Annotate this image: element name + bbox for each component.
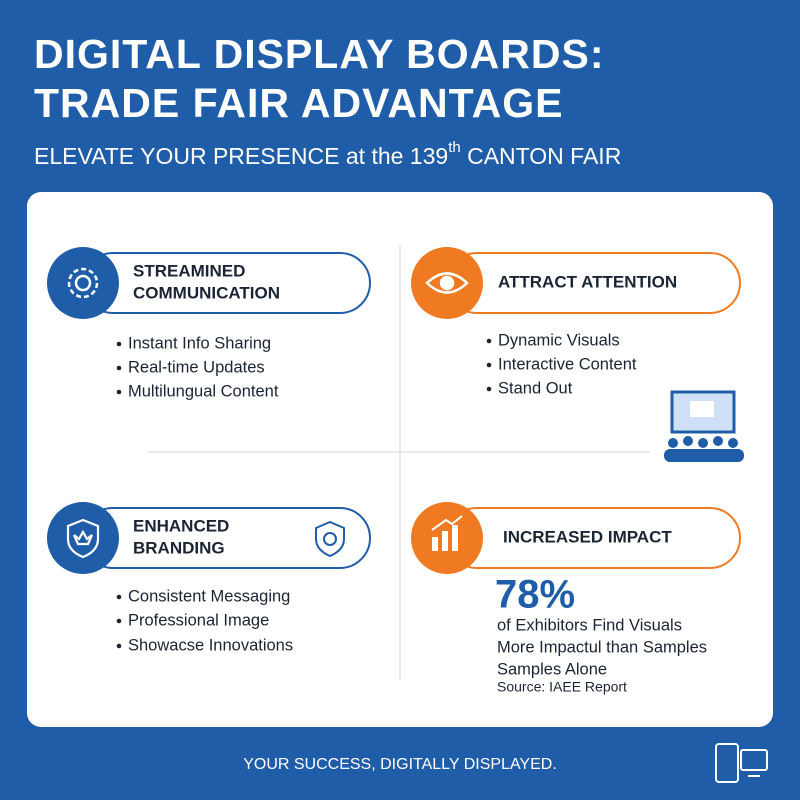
bullet: Real-time Updates: [128, 358, 265, 376]
stat-text: of Exhibitors Find Visuals: [497, 616, 682, 634]
audience-icon: [664, 390, 744, 462]
stat-text: More Impactul than Samples: [497, 638, 707, 656]
section-title: BRANDING: [133, 538, 225, 557]
subtitle: ELEVATE YOUR PRESENCE at the 139th CANTO…: [34, 139, 621, 169]
bullet: Professional Image: [128, 611, 269, 629]
growth-icon: [431, 515, 463, 551]
subtitle-text: ELEVATE YOUR PRESENCE at the 139: [34, 143, 448, 169]
subtitle-sup: th: [448, 139, 461, 156]
stat-text: Samples Alone: [497, 660, 607, 678]
bullet-dots: [116, 338, 492, 649]
bullet: Consistent Messaging: [128, 587, 290, 605]
shield-icon: [66, 518, 100, 559]
section-title: STREAMINED: [133, 261, 245, 280]
section-title: INCREASED IMPACT: [503, 527, 672, 546]
bullet: Interactive Content: [498, 355, 637, 373]
shield-badge: [315, 520, 345, 558]
title-line: DIGITAL DISPLAY BOARDS:: [34, 31, 605, 77]
bullet: Instant Info Sharing: [128, 334, 271, 352]
bullet: Showacse Innovations: [128, 636, 293, 654]
section-title: ENHANCED: [133, 516, 229, 535]
device-icon: [715, 743, 768, 783]
subtitle-text: CANTON FAIR: [461, 143, 622, 169]
bullet: Dynamic Visuals: [498, 331, 620, 349]
bullet: Multilungual Content: [128, 382, 279, 400]
section-title: COMMUNICATION: [133, 283, 280, 302]
source: Source: IAEE Report: [497, 679, 627, 695]
title-line: TRADE FAIR ADVANTAGE: [34, 80, 563, 126]
eye-icon: [425, 272, 469, 294]
shield-badge: [323, 532, 337, 546]
section-title: ATTRACT ATTENTION: [498, 272, 677, 291]
icon-circle: [47, 502, 119, 574]
gear-icon: [67, 267, 99, 299]
stat: 78%: [495, 573, 575, 617]
bullet: Stand Out: [498, 379, 573, 397]
footer: YOUR SUCCESS, DIGITALLY DISPLAYED.: [243, 756, 557, 773]
icon-circle: [47, 247, 119, 319]
